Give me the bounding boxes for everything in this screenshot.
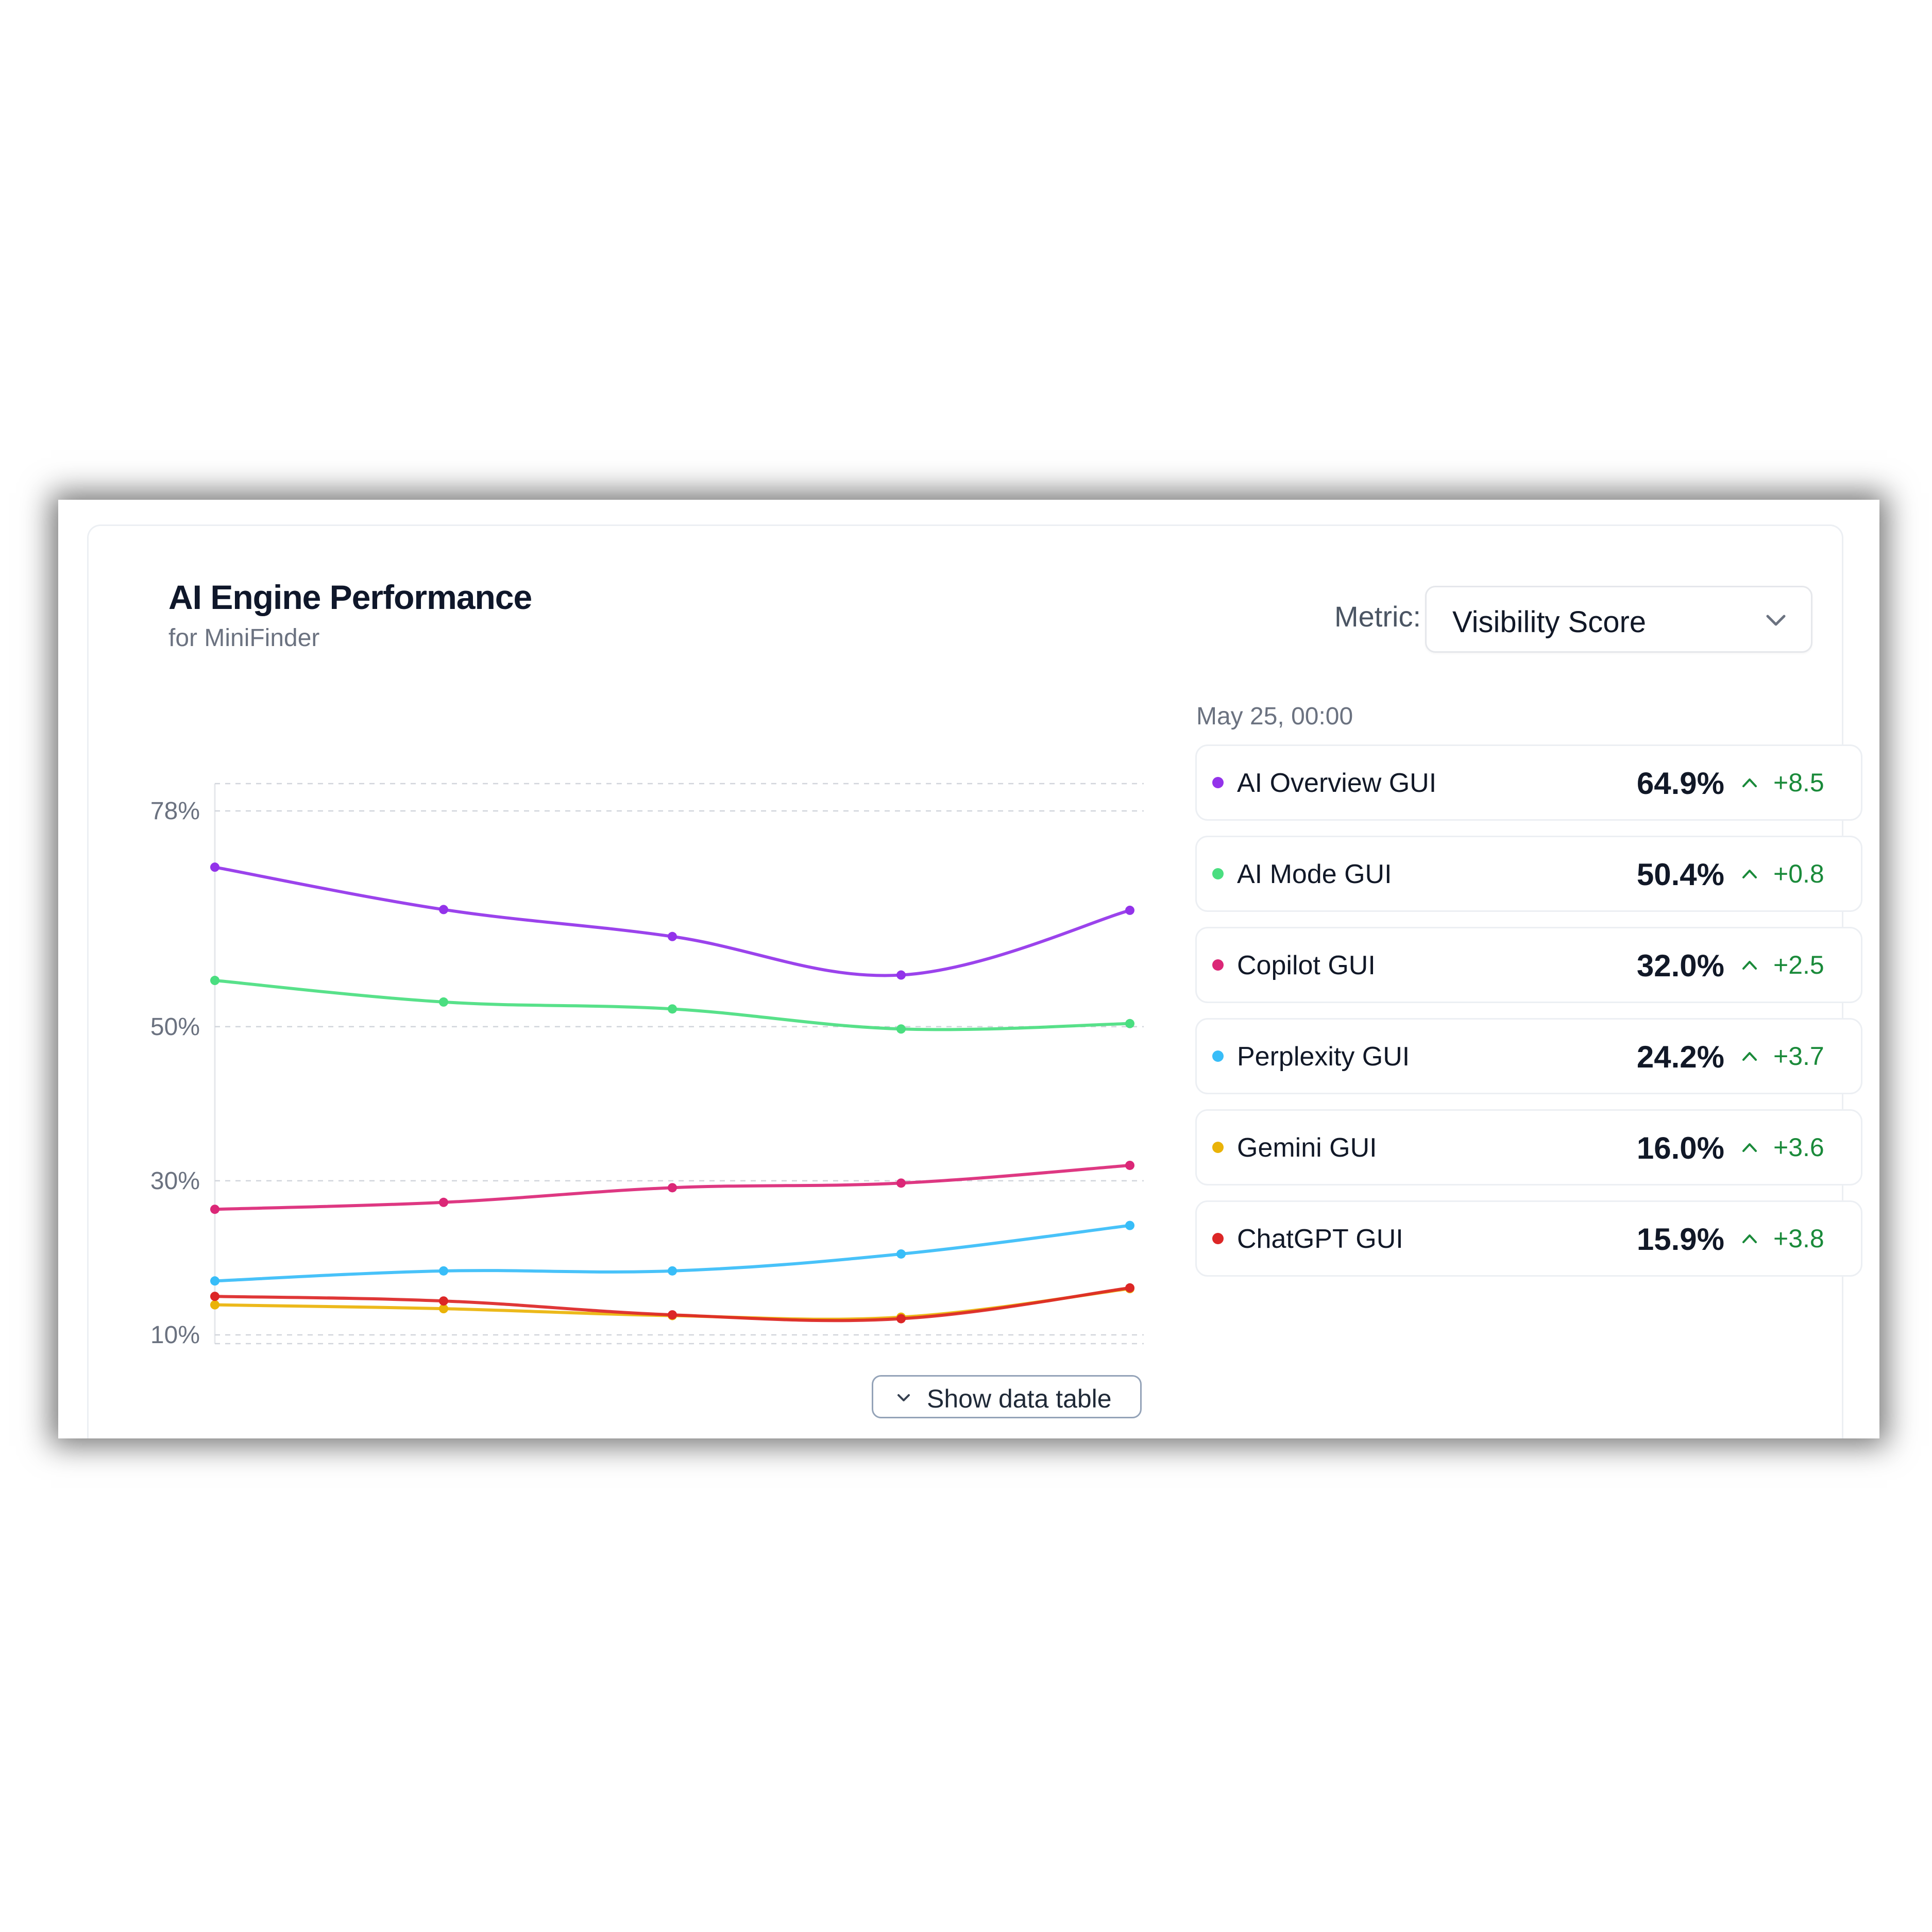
- data-point-copilot-gui: [668, 1183, 677, 1193]
- legend-series-delta: +2.5: [1773, 951, 1824, 979]
- data-point-copilot-gui: [210, 1205, 219, 1214]
- legend-dot: [1212, 777, 1224, 788]
- data-point-perplexity-gui: [1125, 1221, 1134, 1230]
- data-point-perplexity-gui: [210, 1276, 219, 1286]
- legend-series-delta: +3.7: [1773, 1042, 1824, 1071]
- legend-dot: [1212, 1050, 1224, 1062]
- data-point-ai-overview-gui: [668, 931, 677, 941]
- legend-dot: [1212, 959, 1224, 971]
- chevron-down-icon: [1766, 615, 1786, 626]
- series-line-ai-overview-gui: [213, 866, 1131, 977]
- arrow-up-icon: [1742, 870, 1757, 878]
- performance-card: AI Engine Performance for MiniFinder Met…: [87, 524, 1862, 1438]
- legend-item-ai-overview[interactable]: AI Overview GUI 64.9% +8.5: [1195, 744, 1862, 821]
- show-data-table-label: Show data table: [927, 1384, 1112, 1413]
- chevron-down-icon: [897, 1394, 910, 1401]
- data-point-perplexity-gui: [896, 1249, 906, 1259]
- data-point-chatgpt-gui: [896, 1314, 906, 1324]
- y-tick-label: 10%: [150, 1321, 200, 1349]
- legend-series-value: 24.2%: [1636, 1040, 1724, 1074]
- data-point-chatgpt-gui: [1125, 1283, 1134, 1293]
- metric-select[interactable]: Visibility Score: [1425, 586, 1812, 653]
- show-data-table-button[interactable]: Show data table: [872, 1375, 1142, 1418]
- page-title: AI Engine Performance: [168, 578, 532, 616]
- data-point-ai-overview-gui: [1125, 905, 1134, 915]
- legend-item-copilot[interactable]: Copilot GUI 32.0% +2.5: [1195, 927, 1862, 1003]
- legend-series-value: 64.9%: [1636, 766, 1724, 801]
- legend-dot: [1212, 1233, 1224, 1244]
- legend-series-value: 32.0%: [1636, 948, 1724, 983]
- data-point-ai-overview-gui: [896, 970, 906, 980]
- data-point-ai-mode-gui: [1125, 1019, 1134, 1028]
- data-point-ai-mode-gui: [439, 997, 448, 1007]
- line-chart: 78% 50% 30% 10%: [150, 783, 1144, 1349]
- data-point-chatgpt-gui: [210, 1292, 219, 1301]
- legend-series-delta: +8.5: [1773, 768, 1824, 797]
- data-point-ai-mode-gui: [896, 1024, 906, 1034]
- legend-series-name: AI Overview GUI: [1237, 768, 1437, 798]
- legend-item-ai-mode[interactable]: AI Mode GUI 50.4% +0.8: [1195, 836, 1862, 912]
- legend-series-name: AI Mode GUI: [1237, 859, 1392, 889]
- metric-label: Metric:: [1334, 600, 1421, 633]
- legend-item-perplexity[interactable]: Perplexity GUI 24.2% +3.7: [1195, 1018, 1862, 1094]
- data-point-ai-mode-gui: [668, 1004, 677, 1014]
- arrow-up-icon: [1742, 1052, 1757, 1061]
- page-subtitle: for MiniFinder: [168, 624, 320, 652]
- y-tick-label: 78%: [150, 798, 200, 825]
- legend-series-delta: +0.8: [1773, 859, 1824, 888]
- arrow-up-icon: [1742, 1234, 1757, 1243]
- data-point-copilot-gui: [439, 1197, 448, 1207]
- data-point-chatgpt-gui: [668, 1310, 677, 1320]
- legend-series-value: 15.9%: [1636, 1222, 1724, 1257]
- legend-series-value: 16.0%: [1636, 1131, 1724, 1165]
- legend-series-name: Gemini GUI: [1237, 1133, 1377, 1163]
- legend-series-name: ChatGPT GUI: [1237, 1224, 1403, 1254]
- data-point-perplexity-gui: [668, 1266, 677, 1276]
- arrow-up-icon: [1742, 961, 1757, 970]
- legend-series-delta: +3.8: [1773, 1224, 1824, 1253]
- legend-series-value: 50.4%: [1636, 857, 1724, 892]
- data-point-copilot-gui: [1125, 1160, 1134, 1170]
- tooltip-timestamp: May 25, 00:00: [1196, 703, 1353, 730]
- y-tick-label: 30%: [150, 1167, 200, 1195]
- data-point-copilot-gui: [896, 1178, 906, 1188]
- screenshot-frame: AI Engine Performance for MiniFinder Met…: [58, 500, 1879, 1438]
- y-tick-label: 50%: [150, 1013, 200, 1041]
- data-point-chatgpt-gui: [439, 1296, 448, 1306]
- data-point-ai-mode-gui: [210, 976, 219, 986]
- data-point-gemini-gui: [439, 1304, 448, 1314]
- legend-series-name: Copilot GUI: [1237, 951, 1376, 980]
- legend-item-chatgpt[interactable]: ChatGPT GUI 15.9% +3.8: [1195, 1200, 1862, 1277]
- arrow-up-icon: [1742, 778, 1757, 787]
- legend-item-gemini[interactable]: Gemini GUI 16.0% +3.6: [1195, 1109, 1862, 1185]
- data-point-ai-overview-gui: [439, 905, 448, 914]
- legend-dot: [1212, 868, 1224, 879]
- data-point-ai-overview-gui: [210, 862, 219, 872]
- data-point-perplexity-gui: [439, 1266, 448, 1276]
- metric-selected-value: Visibility Score: [1452, 605, 1647, 639]
- legend-dot: [1212, 1142, 1224, 1153]
- legend-series-name: Perplexity GUI: [1237, 1042, 1410, 1072]
- data-point-gemini-gui: [210, 1300, 219, 1310]
- legend-series-delta: +3.6: [1773, 1133, 1824, 1162]
- arrow-up-icon: [1742, 1143, 1757, 1152]
